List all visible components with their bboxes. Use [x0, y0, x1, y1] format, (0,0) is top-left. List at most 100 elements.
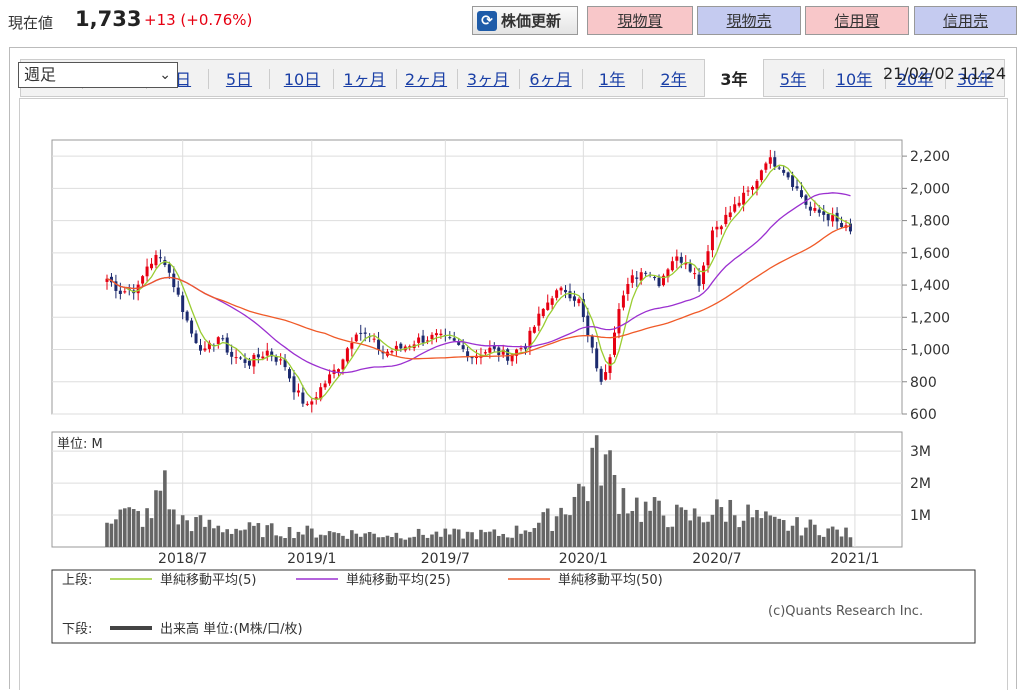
candle-body — [430, 334, 434, 340]
margin-buy-button[interactable]: 信用買 — [805, 6, 909, 35]
candle-body — [207, 342, 211, 349]
volume-bar — [755, 509, 759, 547]
candle-body — [185, 311, 189, 321]
volume-bar — [341, 535, 345, 547]
candle-body — [599, 368, 603, 382]
tab-14[interactable]: 20年 — [896, 70, 934, 89]
tab-13[interactable]: 10年 — [835, 70, 873, 89]
volume-bar — [817, 535, 822, 547]
candle-body — [288, 369, 292, 379]
candle-body — [804, 195, 808, 205]
volume-bar — [594, 435, 599, 547]
volume-bar — [541, 512, 546, 547]
tab-11[interactable]: 3年 — [704, 59, 764, 97]
volume-bar — [492, 529, 497, 547]
volume-bar — [701, 522, 706, 547]
volume-bar — [804, 527, 808, 547]
cash-sell-button[interactable]: 現物売 — [697, 6, 801, 35]
legend-label-volume: 出来高 単位:(M株/口/枚) — [160, 621, 303, 637]
tab-5[interactable]: 1ヶ月 — [343, 70, 386, 89]
volume-bar — [648, 510, 652, 547]
volume-bar — [848, 537, 853, 547]
tab-7[interactable]: 3ヶ月 — [466, 70, 510, 89]
volume-bar — [296, 531, 301, 547]
volume-bar — [608, 450, 612, 547]
volume-bar — [323, 535, 327, 547]
volume-bar — [407, 537, 412, 547]
x-tick-label: 2020/1 — [559, 551, 608, 567]
candle-body — [693, 273, 697, 275]
volume-bar — [488, 531, 492, 547]
legend-upper-label: 上段: — [62, 573, 92, 588]
candle-body — [296, 390, 300, 393]
candle-body — [216, 337, 220, 344]
legend-label-ma5: 単純移動平均(5) — [160, 572, 256, 588]
ma-line-25 — [106, 192, 851, 374]
volume-bar — [372, 533, 376, 547]
candle-body — [661, 275, 665, 286]
candle-body — [764, 163, 768, 170]
volume-tick-label: 3M — [910, 444, 931, 460]
candle-body — [488, 347, 492, 353]
volume-bar — [777, 518, 782, 547]
candle-body — [345, 348, 349, 362]
volume-bar — [154, 490, 158, 547]
cash-buy-button[interactable]: 現物買 — [587, 6, 693, 35]
refresh-button[interactable]: ⟳ 株価更新 — [472, 6, 578, 35]
candle-body — [363, 332, 367, 334]
volume-bar — [314, 537, 319, 547]
volume-bar — [234, 528, 238, 547]
price-tick-label: 800 — [910, 375, 937, 391]
volume-bar — [171, 509, 176, 547]
current-price-label: 現在値 — [8, 14, 54, 32]
tab-10[interactable]: 2年 — [660, 70, 687, 89]
margin-sell-button[interactable]: 信用売 — [914, 6, 1017, 35]
candle-body — [706, 251, 710, 266]
volume-bar — [318, 534, 323, 547]
volume-bar — [123, 508, 127, 547]
refresh-label: 株価更新 — [501, 12, 562, 30]
candle-body — [595, 348, 599, 369]
candle-body — [154, 254, 158, 266]
candle-body — [417, 337, 421, 343]
tab-4[interactable]: 10日 — [283, 70, 321, 89]
candle-body — [466, 351, 470, 358]
chevron-down-icon: ⌄ — [159, 67, 171, 83]
candle-body — [688, 263, 692, 272]
volume-bar — [114, 519, 118, 547]
candle-body — [230, 351, 234, 357]
legend-label-ma50: 単純移動平均(50) — [558, 572, 663, 588]
candle-body — [399, 343, 403, 349]
candle-body — [786, 172, 790, 178]
candle-body — [773, 157, 777, 167]
candle-body — [621, 295, 625, 308]
volume-bar — [265, 525, 270, 547]
candle-body — [265, 350, 269, 356]
volume-bar — [634, 497, 639, 547]
volume-bar — [590, 447, 595, 547]
volume-bar — [675, 504, 679, 547]
tab-9[interactable]: 1年 — [598, 70, 626, 89]
volume-bar — [443, 528, 448, 547]
volume-bar — [617, 513, 621, 547]
volume-bar — [229, 533, 234, 547]
price-tick-label: 2,000 — [910, 181, 950, 197]
price-tick-label: 1,800 — [910, 214, 950, 230]
x-tick-label: 2020/7 — [692, 551, 741, 567]
legend-label-ma25: 単純移動平均(25) — [346, 572, 451, 588]
tab-15[interactable]: 30年 — [956, 70, 994, 89]
tab-3[interactable]: 5日 — [225, 70, 253, 89]
volume-bar — [568, 515, 572, 547]
tab-12[interactable]: 5年 — [779, 70, 807, 89]
volume-bar — [692, 508, 697, 547]
interval-select[interactable]: 週足 ⌄ — [18, 62, 178, 88]
volume-bar — [350, 530, 354, 547]
volume-bar — [706, 521, 710, 547]
volume-bar — [269, 523, 274, 547]
tab-6[interactable]: 2ヶ月 — [404, 70, 448, 89]
volume-bar — [261, 537, 265, 547]
volume-bar — [439, 536, 443, 547]
tab-8[interactable]: 6ヶ月 — [529, 70, 572, 89]
candle-body — [684, 262, 688, 265]
volume-bar — [510, 537, 514, 547]
